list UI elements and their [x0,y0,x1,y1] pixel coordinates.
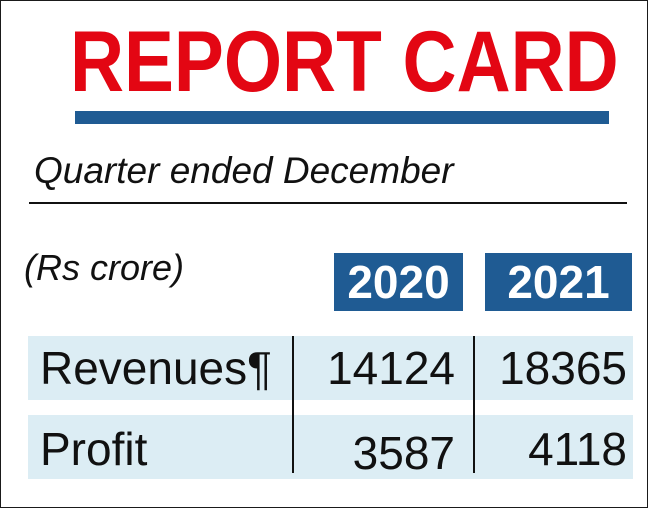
subtitle: Quarter ended December [34,150,454,191]
value-profit-2021: 4118 [528,423,627,475]
table-row-revenues: Revenues¶ 14124 18365 [28,336,633,400]
page-title: REPORT CARD [70,14,619,110]
value-revenues-2021: 18365 [499,342,627,394]
value-profit-2020: 3587 [352,427,455,479]
unit-label: (Rs crore) [24,247,184,288]
row-label-revenues: Revenues¶ [40,342,272,394]
column-header-2020: 2020 [334,253,463,311]
value-revenues-2020: 14124 [327,342,455,394]
subtitle-divider [29,202,627,204]
title-underline [75,111,609,124]
column-divider-1 [292,336,294,473]
row-label-profit: Profit [40,423,148,475]
column-header-2021: 2021 [485,253,632,311]
table-row-profit: Profit 3587 4118 [28,415,633,479]
column-divider-2 [473,336,475,473]
